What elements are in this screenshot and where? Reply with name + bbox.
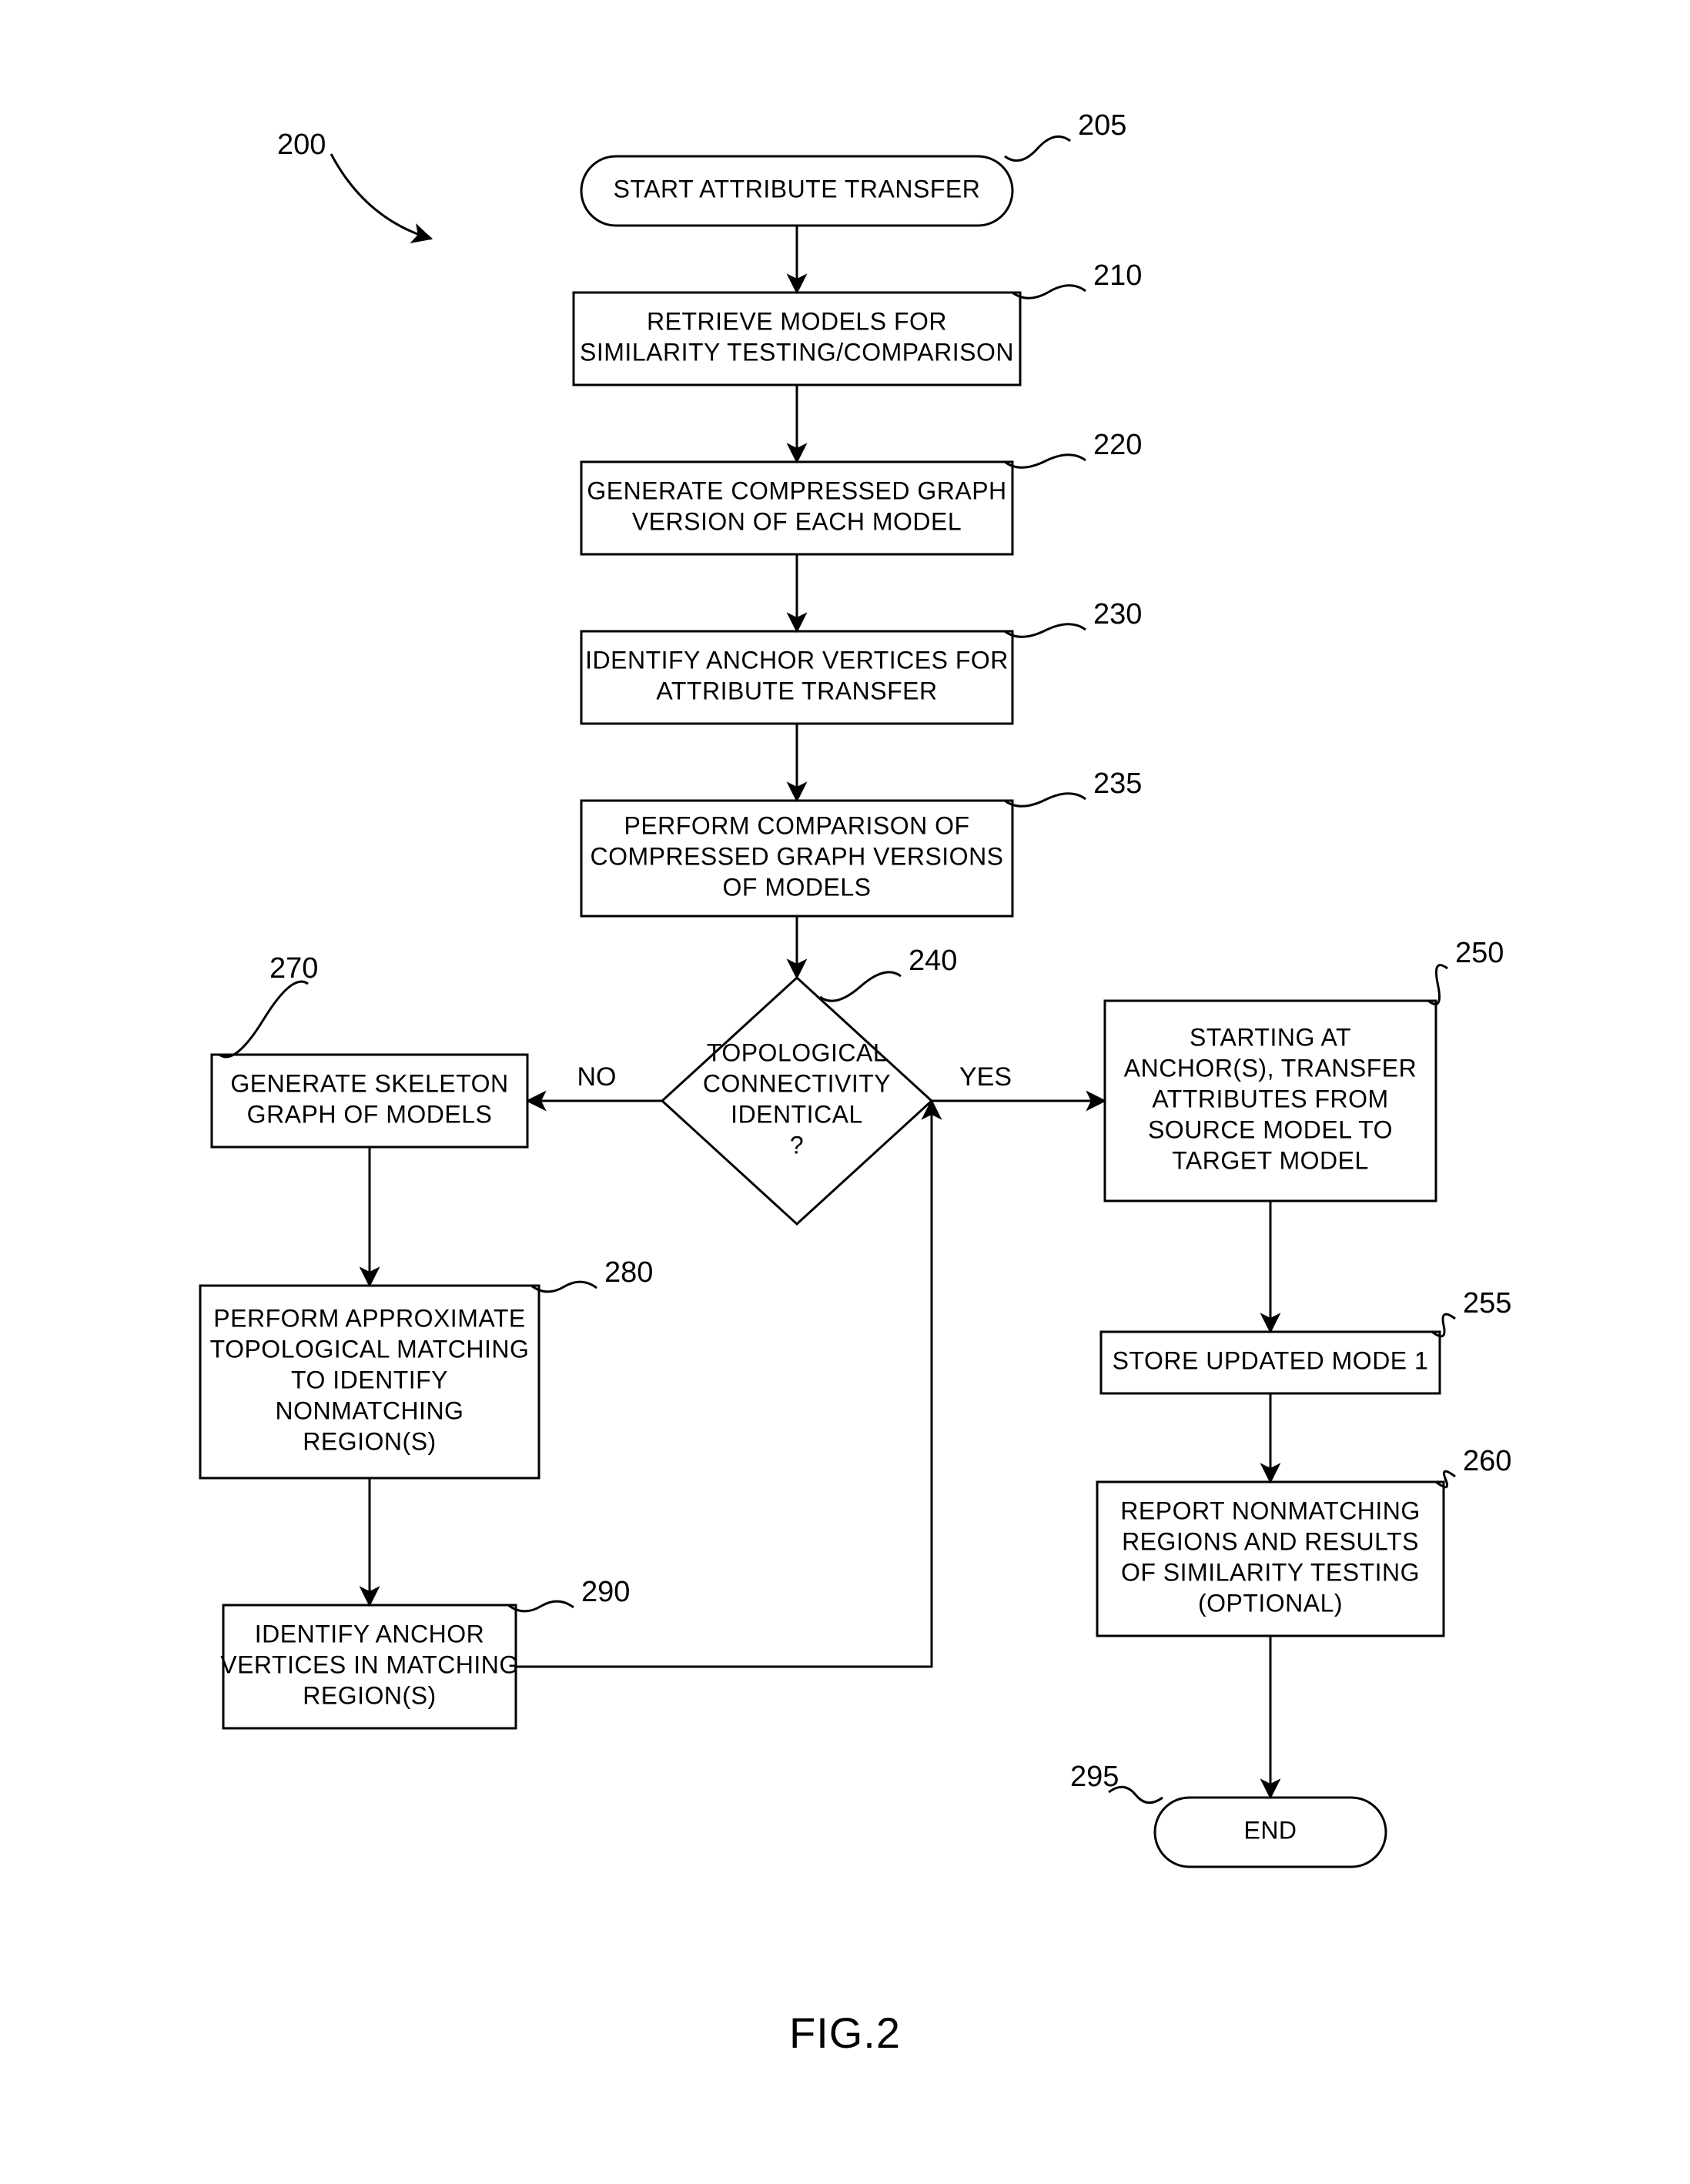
node-n260-line1: REGIONS AND RESULTS — [1122, 1527, 1419, 1555]
node-n235-line1: COMPRESSED GRAPH VERSIONS — [590, 842, 1003, 870]
leader-255 — [1432, 1314, 1455, 1336]
node-n280-line1: TOPOLOGICAL MATCHING — [210, 1335, 530, 1363]
ref-280: 280 — [604, 1256, 653, 1289]
node-n205-line0: START ATTRIBUTE TRANSFER — [614, 175, 981, 202]
leader-280 — [531, 1282, 597, 1292]
node-n280-line4: REGION(S) — [303, 1427, 436, 1455]
ref-295: 295 — [1070, 1761, 1119, 1793]
node-n250-line3: SOURCE MODEL TO — [1148, 1115, 1393, 1143]
node-n280: PERFORM APPROXIMATE TOPOLOGICAL MATCHING T… — [200, 1256, 653, 1478]
ref-230: 230 — [1093, 598, 1142, 630]
edge-n290-n240-feedback — [516, 1101, 932, 1667]
node-n280-line3: NONMATCHING — [276, 1396, 464, 1424]
node-n250-line1: ANCHOR(S), TRANSFER — [1124, 1054, 1417, 1082]
node-n250-line2: ATTRIBUTES FROM — [1152, 1085, 1388, 1112]
node-n240-line2: IDENTICAL — [731, 1100, 863, 1128]
leader-205 — [1005, 136, 1070, 160]
node-n240-line0: TOPOLOGICAL — [707, 1038, 887, 1066]
node-n255-line0: STORE UPDATED MODE 1 — [1113, 1346, 1429, 1374]
leader-210 — [1012, 286, 1086, 299]
node-n270-line0: GENERATE SKELETON — [230, 1069, 508, 1097]
ref-255: 255 — [1463, 1287, 1511, 1319]
node-n235-line2: OF MODELS — [723, 873, 872, 901]
node-n235: PERFORM COMPARISON OF COMPRESSED GRAPH VE… — [581, 768, 1142, 916]
ref-205: 205 — [1078, 109, 1126, 142]
node-n280-line2: TO IDENTIFY — [291, 1366, 448, 1393]
node-n220-line0: GENERATE COMPRESSED GRAPH — [587, 477, 1006, 504]
node-n210: RETRIEVE MODELS FOR SIMILARITY TESTING/CO… — [574, 259, 1142, 385]
ref-240: 240 — [909, 945, 957, 977]
node-n230-line0: IDENTIFY ANCHOR VERTICES FOR — [585, 646, 1009, 674]
node-n280-line0: PERFORM APPROXIMATE — [213, 1304, 525, 1332]
node-n270-line1: GRAPH OF MODELS — [247, 1100, 493, 1128]
ref-260: 260 — [1463, 1445, 1511, 1477]
ref-290: 290 — [581, 1576, 630, 1608]
node-n220-line1: VERSION OF EACH MODEL — [632, 507, 962, 535]
edge-label-no: NO — [577, 1062, 617, 1092]
node-n240-line3: ? — [790, 1131, 804, 1159]
node-n290-line2: REGION(S) — [303, 1681, 436, 1709]
ref-235: 235 — [1093, 768, 1142, 800]
node-n295: END 295 — [1070, 1761, 1386, 1867]
node-n295-line0: END — [1243, 1816, 1297, 1844]
leader-235 — [1005, 794, 1086, 807]
figure-caption: FIG.2 — [789, 2008, 901, 2057]
node-n290-line1: VERTICES IN MATCHING — [220, 1651, 519, 1678]
node-n235-line0: PERFORM COMPARISON OF — [624, 811, 969, 839]
node-n250-line4: TARGET MODEL — [1172, 1146, 1369, 1174]
leader-240 — [820, 972, 901, 1001]
edge-label-yes: YES — [959, 1062, 1012, 1092]
node-n240: TOPOLOGICAL CONNECTIVITY IDENTICAL? 240 — [662, 945, 957, 1224]
node-n260-line3: (OPTIONAL) — [1198, 1589, 1343, 1617]
node-n210-line0: RETRIEVE MODELS FOR — [647, 307, 947, 335]
node-n255: STORE UPDATED MODE 1 255 — [1101, 1287, 1511, 1393]
ref-270: 270 — [269, 952, 318, 985]
node-n230: IDENTIFY ANCHOR VERTICES FOR ATTRIBUTE TR… — [581, 598, 1142, 724]
ref-250: 250 — [1455, 937, 1504, 969]
node-n290-line0: IDENTIFY ANCHOR — [255, 1620, 485, 1647]
node-n250-line0: STARTING AT — [1190, 1023, 1351, 1051]
leader-250 — [1428, 965, 1447, 1005]
nodes-layer: START ATTRIBUTE TRANSFER 205 RETRIEVE MODE… — [200, 109, 1511, 1867]
leader-220 — [1005, 455, 1086, 468]
node-n290: IDENTIFY ANCHOR VERTICES IN MATCHING REGIO… — [220, 1576, 630, 1728]
main-ref-arrow — [331, 154, 431, 239]
ref-220: 220 — [1093, 429, 1142, 461]
node-n240-line1: CONNECTIVITY — [703, 1069, 891, 1097]
leader-260 — [1436, 1471, 1455, 1487]
ref-210: 210 — [1093, 259, 1142, 292]
leader-230 — [1005, 624, 1086, 637]
node-n220: GENERATE COMPRESSED GRAPH VERSION OF EACH… — [581, 429, 1142, 554]
node-n205: START ATTRIBUTE TRANSFER 205 — [581, 109, 1126, 226]
leader-290 — [508, 1601, 574, 1611]
node-n230-line1: ATTRIBUTE TRANSFER — [656, 677, 937, 704]
ref-200: 200 — [277, 129, 326, 161]
node-n260-line0: REPORT NONMATCHING — [1120, 1497, 1420, 1524]
node-n250: STARTING AT ANCHOR(S), TRANSFER ATTRIBUTES… — [1105, 937, 1504, 1201]
node-n210-line1: SIMILARITY TESTING/COMPARISON — [580, 338, 1014, 366]
leader-270 — [219, 982, 308, 1057]
node-n260-line2: OF SIMILARITY TESTING — [1121, 1558, 1420, 1586]
node-n270: GENERATE SKELETON GRAPH OF MODELS 270 — [212, 952, 527, 1147]
node-n260: REPORT NONMATCHING REGIONS AND RESULTS OF … — [1097, 1445, 1511, 1636]
